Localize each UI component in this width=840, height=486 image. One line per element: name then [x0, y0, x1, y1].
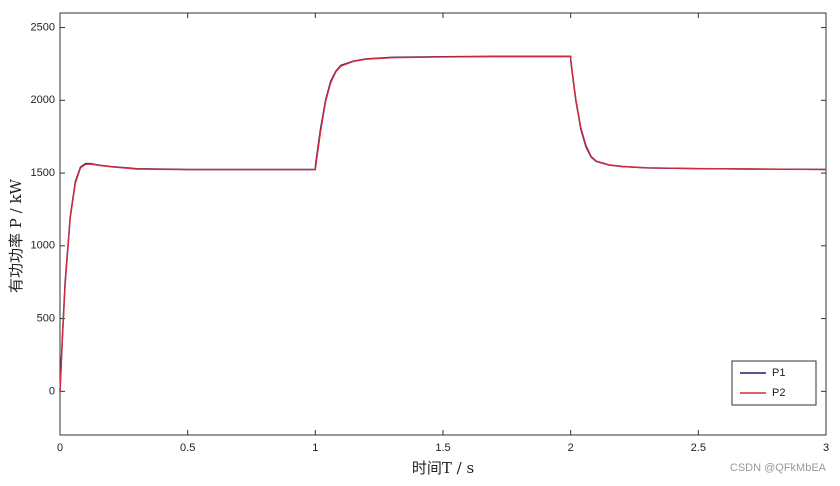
series-line	[59, 55, 827, 392]
legend-label: P2	[772, 387, 785, 399]
x-tick-label: 0.5	[180, 442, 195, 454]
x-tick-label: 3	[823, 442, 829, 454]
y-tick-label: 2500	[31, 21, 55, 33]
plot-frame	[59, 12, 827, 436]
y-tick-label: 1500	[31, 167, 55, 179]
x-tick-label: 2	[568, 442, 574, 454]
y-tick-label: 500	[37, 312, 55, 324]
legend-label: P1	[772, 367, 785, 379]
y-axis-title: 有功功率 P / kW	[7, 178, 25, 293]
x-axis-title: 时间T / s	[412, 459, 474, 477]
watermark: CSDN @QFkMbEA	[730, 462, 827, 474]
legend-box	[731, 360, 817, 406]
x-tick-label: 1.5	[435, 442, 450, 454]
y-tick-label: 2000	[31, 94, 55, 106]
x-tick-label: 2.5	[691, 442, 706, 454]
y-tick-label: 0	[49, 385, 55, 397]
y-tick-label: 1000	[31, 240, 55, 252]
x-tick-label: 1	[312, 442, 318, 454]
x-tick-label: 0	[57, 442, 63, 454]
